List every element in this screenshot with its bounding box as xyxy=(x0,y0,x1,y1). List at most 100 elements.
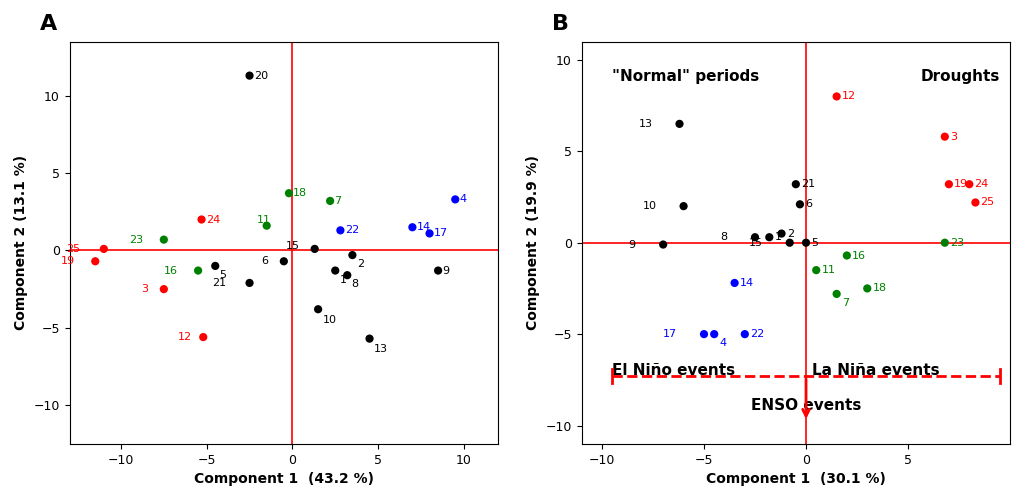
Text: 13: 13 xyxy=(639,119,652,129)
Point xyxy=(736,330,753,338)
Text: B: B xyxy=(552,14,568,34)
Text: La Niña events: La Niña events xyxy=(812,364,940,378)
Text: A: A xyxy=(40,14,56,34)
X-axis label: Component 1  (43.2 %): Component 1 (43.2 %) xyxy=(194,472,374,486)
Text: 7: 7 xyxy=(842,298,849,308)
Text: 6: 6 xyxy=(261,256,268,266)
Point xyxy=(361,334,378,342)
Point xyxy=(242,279,258,287)
Point xyxy=(195,333,211,341)
Point xyxy=(787,180,804,188)
Point xyxy=(746,233,763,241)
Point xyxy=(839,252,855,260)
Text: 16: 16 xyxy=(164,266,178,276)
Text: 12: 12 xyxy=(842,92,856,102)
Point xyxy=(194,216,210,224)
Point xyxy=(695,330,712,338)
Text: "Normal" periods: "Normal" periods xyxy=(612,69,760,84)
Point xyxy=(258,222,274,230)
Point xyxy=(798,238,814,246)
Text: 24: 24 xyxy=(206,214,220,224)
Text: 9: 9 xyxy=(629,240,636,250)
Point xyxy=(937,132,953,140)
Text: 10: 10 xyxy=(323,315,337,325)
Text: 14: 14 xyxy=(417,222,431,232)
Text: 12: 12 xyxy=(177,332,191,342)
Text: 18: 18 xyxy=(293,188,307,198)
Text: 8: 8 xyxy=(351,280,358,289)
Point xyxy=(332,226,348,234)
Text: 4: 4 xyxy=(719,338,726,348)
Point xyxy=(828,92,845,100)
Text: 19: 19 xyxy=(954,179,968,189)
Point xyxy=(156,236,172,244)
Text: 23: 23 xyxy=(130,234,143,244)
Point xyxy=(322,197,338,205)
Point xyxy=(828,290,845,298)
Point xyxy=(327,266,343,274)
Text: ENSO events: ENSO events xyxy=(751,398,861,413)
Point xyxy=(676,202,692,210)
Text: 9: 9 xyxy=(442,266,450,276)
Point xyxy=(968,198,984,206)
Point xyxy=(242,72,258,80)
Text: 5: 5 xyxy=(811,238,818,248)
Point xyxy=(672,120,688,128)
Text: El Niño events: El Niño events xyxy=(612,364,735,378)
Text: 5: 5 xyxy=(219,270,226,280)
Text: 18: 18 xyxy=(872,284,887,294)
Text: 2: 2 xyxy=(356,260,364,270)
Point xyxy=(781,238,798,246)
Text: 24: 24 xyxy=(975,179,988,189)
Point xyxy=(761,233,777,241)
Text: 7: 7 xyxy=(335,196,342,206)
Point xyxy=(655,240,672,248)
Text: 17: 17 xyxy=(664,329,677,339)
Point xyxy=(87,258,103,266)
Text: 19: 19 xyxy=(61,256,75,266)
Text: 8: 8 xyxy=(720,232,727,242)
Point xyxy=(95,245,112,253)
Point xyxy=(937,238,953,246)
Point xyxy=(962,180,978,188)
Text: 15: 15 xyxy=(749,238,763,248)
Text: 4: 4 xyxy=(460,194,467,204)
Text: 17: 17 xyxy=(434,228,447,238)
Text: 2: 2 xyxy=(786,228,794,238)
Text: 11: 11 xyxy=(256,214,270,224)
Y-axis label: Component 2 (19.9 %): Component 2 (19.9 %) xyxy=(526,155,540,330)
Point xyxy=(706,330,722,338)
Point xyxy=(773,230,790,237)
X-axis label: Component 1  (30.1 %): Component 1 (30.1 %) xyxy=(706,472,886,486)
Point xyxy=(344,251,360,259)
Point xyxy=(726,279,742,287)
Text: 25: 25 xyxy=(981,198,994,207)
Point xyxy=(808,266,824,274)
Point xyxy=(404,223,421,231)
Text: 25: 25 xyxy=(67,244,80,254)
Point xyxy=(430,266,446,274)
Point xyxy=(281,189,297,197)
Point xyxy=(189,266,206,274)
Text: 21: 21 xyxy=(801,179,815,189)
Point xyxy=(792,200,808,208)
Text: 23: 23 xyxy=(950,238,964,248)
Text: 16: 16 xyxy=(852,250,866,260)
Text: 14: 14 xyxy=(739,278,754,288)
Text: Droughts: Droughts xyxy=(921,69,999,84)
Point xyxy=(207,262,223,270)
Text: 3: 3 xyxy=(950,132,956,141)
Text: 3: 3 xyxy=(141,284,148,294)
Y-axis label: Component 2 (13.1 %): Component 2 (13.1 %) xyxy=(14,155,28,330)
Text: 1: 1 xyxy=(774,232,781,242)
Point xyxy=(447,196,464,203)
Text: 20: 20 xyxy=(254,70,268,81)
Text: 1: 1 xyxy=(340,275,346,285)
Text: 22: 22 xyxy=(750,329,764,339)
Point xyxy=(859,284,876,292)
Point xyxy=(941,180,957,188)
Text: 13: 13 xyxy=(374,344,388,354)
Point xyxy=(275,258,292,266)
Text: 10: 10 xyxy=(643,201,656,211)
Text: 6: 6 xyxy=(805,200,812,209)
